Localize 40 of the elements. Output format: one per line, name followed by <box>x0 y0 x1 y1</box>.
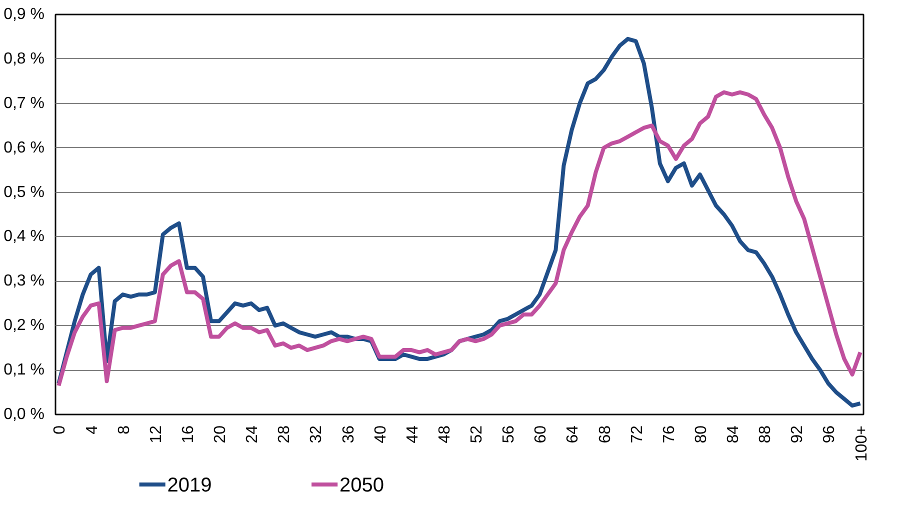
x-tick-label: 56 <box>500 425 518 444</box>
x-tick-label: 48 <box>436 425 454 444</box>
x-tick-label: 8 <box>116 425 133 434</box>
x-tick-label: 16 <box>180 425 197 444</box>
y-tick-label: 0,4 % <box>4 228 45 246</box>
x-tick-label: 52 <box>468 425 486 444</box>
y-tick-label: 0,9 % <box>4 6 45 23</box>
x-tick-label: 88 <box>757 425 774 444</box>
x-tick-label: 64 <box>564 425 582 444</box>
x-tick-label: 72 <box>628 425 646 444</box>
x-tick-label: 12 <box>148 425 165 444</box>
x-tick-label: 4 <box>84 425 101 434</box>
x-tick-label: 20 <box>212 425 230 444</box>
x-tick-label: 40 <box>372 425 390 444</box>
x-tick-label: 68 <box>596 425 614 444</box>
line-series <box>56 36 862 408</box>
x-tick-label: 28 <box>276 425 294 444</box>
y-tick-label: 0,2 % <box>4 317 45 334</box>
x-tick-label: 32 <box>308 425 326 444</box>
y-tick-label: 0,0 % <box>4 406 45 423</box>
x-tick-label: 100+ <box>853 425 870 462</box>
y-tick-label: 0,5 % <box>4 184 45 201</box>
y-tick-label: 0,6 % <box>4 139 45 156</box>
x-tick-label: 36 <box>340 425 358 444</box>
x-tick-label: 80 <box>692 425 710 444</box>
line-series <box>56 90 862 388</box>
legend-label: 2050 <box>339 474 384 496</box>
x-tick-label: 96 <box>821 425 838 444</box>
x-tick-label: 84 <box>725 425 742 444</box>
legend-label: 2019 <box>167 474 212 496</box>
x-tick-label: 76 <box>660 425 678 444</box>
y-tick-label: 0,1 % <box>4 362 45 379</box>
y-tick-label: 0,8 % <box>4 50 45 68</box>
y-tick-label: 0,7 % <box>4 94 45 112</box>
x-tick-label: 60 <box>532 425 550 444</box>
x-tick-label: 24 <box>244 425 262 444</box>
x-tick-label: 0 <box>52 425 69 434</box>
y-tick-label: 0,3 % <box>4 272 45 290</box>
x-tick-label: 44 <box>404 425 422 444</box>
x-tick-label: 92 <box>789 425 806 444</box>
